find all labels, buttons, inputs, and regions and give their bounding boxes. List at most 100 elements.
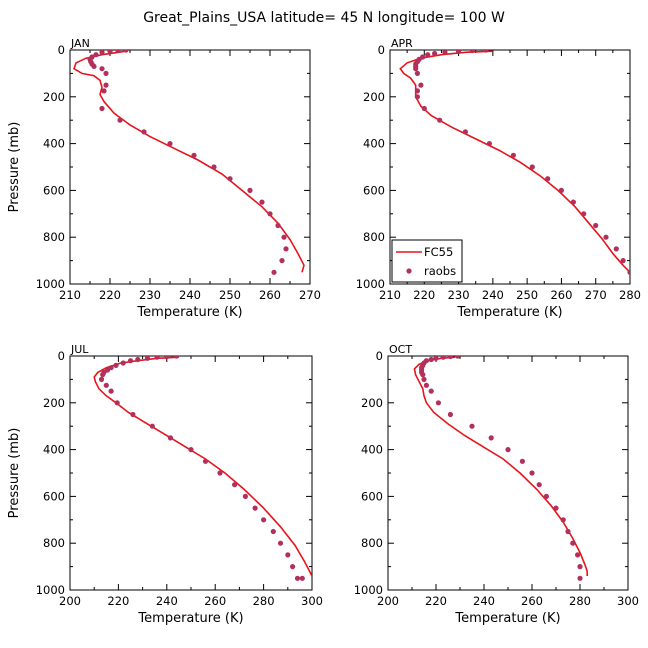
raobs-point: [428, 388, 434, 394]
raobs-point: [469, 423, 475, 429]
panel-label: APR: [391, 37, 413, 50]
raobs-point: [99, 66, 105, 72]
raobs-point: [227, 176, 233, 182]
raobs-point: [447, 411, 453, 418]
raobs-point: [553, 505, 559, 511]
x-tick-label: 260: [204, 594, 226, 608]
raobs-point: [149, 423, 155, 429]
raobs-point: [99, 50, 105, 55]
x-axis-label: Temperature (K): [137, 611, 243, 626]
raobs-point: [267, 211, 273, 217]
legend: FC55 raobs: [391, 239, 463, 283]
raobs-point: [414, 88, 420, 94]
raobs-point: [285, 552, 291, 558]
raobs-point: [570, 540, 576, 546]
raobs-point: [279, 258, 285, 264]
raobs-point: [98, 376, 105, 382]
plot-area: [399, 50, 630, 275]
raobs-point: [432, 50, 438, 57]
y-tick-label: 800: [363, 230, 385, 244]
raobs-point: [252, 505, 258, 511]
x-tick-label: 270: [299, 288, 321, 302]
raobs-point: [423, 382, 429, 388]
raobs-point: [603, 234, 609, 240]
raobs-point: [275, 222, 281, 229]
x-tick-label: 230: [139, 288, 161, 302]
raobs-point: [123, 50, 129, 53]
raobs-point: [510, 152, 516, 158]
raobs-point: [543, 493, 550, 499]
raobs-point: [421, 376, 427, 382]
y-tick-label: 800: [43, 230, 65, 244]
raobs-point: [103, 382, 109, 388]
raobs-point: [103, 70, 109, 76]
raobs-point: [113, 362, 119, 368]
figure-title: Great_Plains_USA latitude= 45 N longitud…: [143, 10, 505, 26]
raobs-point: [575, 552, 581, 558]
raobs-point: [135, 356, 141, 363]
y-tick-label: 1000: [36, 277, 65, 291]
x-tick-label: 260: [521, 594, 543, 608]
raobs-point: [271, 269, 277, 275]
raobs-point: [127, 358, 134, 364]
raobs-point: [577, 564, 583, 570]
panel-apr: APR 210 220 230 240 250 260 270 280 0 200 400 600 800…: [356, 37, 641, 320]
x-tick-label: 200: [377, 594, 399, 608]
raobs-point: [108, 388, 114, 394]
raobs-point: [570, 199, 577, 205]
raobs-point: [413, 66, 419, 72]
raobs-point: [120, 360, 126, 366]
x-tick-label: 280: [619, 288, 641, 302]
raobs-point: [627, 269, 630, 275]
raobs-point: [421, 105, 427, 112]
y-tick-label: 200: [43, 90, 65, 104]
x-tick-label: 270: [585, 288, 607, 302]
raobs-point: [414, 94, 420, 100]
y-tick-label: 1000: [356, 277, 385, 291]
y-tick-label: 0: [378, 43, 385, 57]
x-tick-label: 210: [379, 288, 401, 302]
raobs-point: [107, 50, 113, 54]
raobs-point: [117, 117, 123, 123]
raobs-point: [558, 187, 565, 193]
y-tick-label: 0: [58, 43, 65, 57]
raobs-point: [259, 199, 265, 205]
raobs-point: [270, 528, 276, 535]
raobs-point: [164, 356, 170, 360]
panel-oct: OCT 200 220 240 260 280 300 0 200 400 600 800 1000 Te…: [354, 343, 639, 626]
x-tick-label: 220: [425, 594, 447, 608]
raobs-point: [488, 435, 494, 441]
raobs-point: [173, 356, 180, 359]
raobs-point: [442, 50, 448, 55]
y-tick-label: 600: [363, 183, 385, 197]
y-tick-label: 200: [363, 90, 385, 104]
y-axis-label: Pressure (mb): [7, 428, 22, 519]
raobs-point: [103, 82, 109, 88]
x-axis-label: Temperature (K): [456, 305, 562, 320]
raobs-point: [91, 63, 97, 69]
raobs-point: [217, 470, 223, 476]
raobs-point: [414, 70, 420, 76]
raobs-point: [115, 50, 121, 54]
raobs-point: [167, 435, 173, 441]
y-tick-label: 400: [361, 443, 383, 457]
plot-frame: [69, 355, 313, 591]
raobs-point: [191, 152, 197, 158]
y-tick-label: 400: [43, 137, 65, 151]
raobs-point: [469, 50, 475, 54]
raobs-point: [420, 372, 426, 378]
raobs-point: [290, 564, 296, 570]
raobs-point: [447, 356, 453, 360]
y-tick-label: 800: [361, 536, 383, 550]
y-tick-label: 1000: [354, 583, 383, 597]
raobs-point: [294, 575, 301, 581]
raobs-point: [462, 129, 468, 135]
x-tick-label: 220: [413, 288, 435, 302]
raobs-point: [418, 82, 424, 88]
raobs-point: [211, 164, 217, 170]
y-tick-label: 600: [361, 489, 383, 503]
x-tick-label: 240: [179, 288, 201, 302]
raobs-point: [593, 222, 599, 229]
raobs-point: [440, 356, 446, 360]
plot-area: [413, 356, 589, 581]
